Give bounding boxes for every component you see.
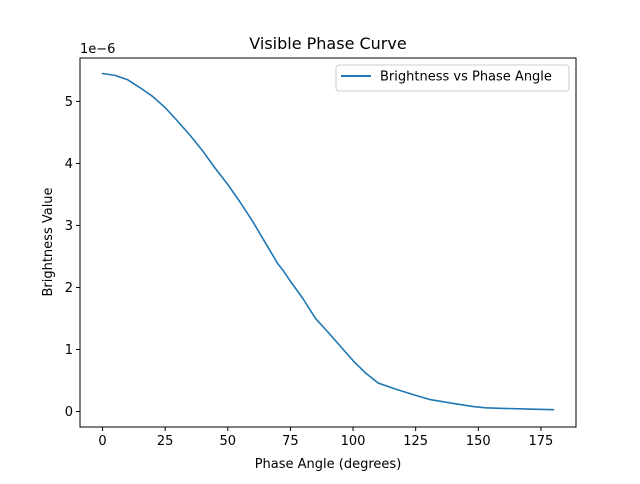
- x-tick-label: 75: [282, 434, 299, 449]
- y-tick-label: 0: [65, 405, 73, 420]
- y-tick-label: 3: [65, 219, 73, 234]
- x-tick-label: 125: [403, 434, 428, 449]
- y-axis-ticks: 0 1 2 3 4 5: [65, 95, 80, 420]
- chart-title: Visible Phase Curve: [249, 34, 406, 53]
- x-tick-label: 25: [157, 434, 174, 449]
- x-tick-label: 175: [529, 434, 554, 449]
- x-tick-label: 0: [98, 434, 106, 449]
- legend-label: Brightness vs Phase Angle: [380, 70, 552, 85]
- legend-box: [335, 64, 570, 92]
- legend: Brightness vs Phase Angle: [335, 64, 570, 92]
- plot-area-frame: [79, 57, 577, 428]
- y-tick-label: 4: [65, 157, 73, 172]
- y-tick-label: 5: [65, 95, 73, 110]
- x-tick-label: 100: [341, 434, 366, 449]
- x-axis-label: Phase Angle (degrees): [255, 457, 402, 472]
- y-axis-label: Brightness Value: [41, 187, 56, 296]
- y-axis-offset-label: 1e−6: [80, 42, 115, 57]
- x-tick-label: 150: [466, 434, 491, 449]
- series-line: [101, 72, 555, 411]
- y-tick-label: 2: [65, 281, 73, 296]
- x-tick-label: 50: [220, 434, 237, 449]
- x-axis-ticks: 0 25 50 75 100 125 150 175: [98, 427, 553, 449]
- axes: 0 25 50 75 100 125 150 175 0 1 2 3 4 5: [65, 57, 577, 449]
- y-tick-label: 1: [65, 343, 73, 358]
